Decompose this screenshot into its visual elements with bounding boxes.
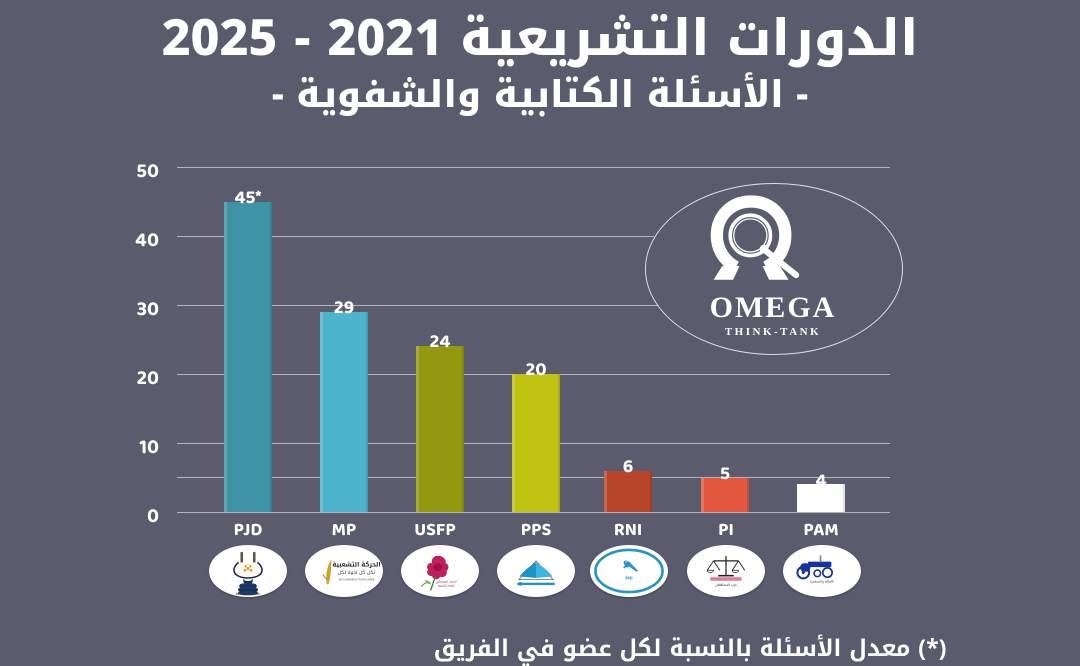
svg-text:MOUVEMENT POPULAIRE: MOUVEMENT POPULAIRE — [338, 576, 374, 582]
svg-text:الأصالة والمعاصرة: الأصالة والمعاصرة — [809, 579, 833, 585]
svg-text:حزب العدالة والتنمية: حزب العدالة والتنمية — [235, 590, 260, 596]
svg-text:حزب الاستقلال: حزب الاستقلال — [715, 583, 737, 589]
svg-text:للقوات الشعبية: للقوات الشعبية — [438, 584, 455, 589]
svg-text:RNI: RNI — [625, 576, 633, 583]
